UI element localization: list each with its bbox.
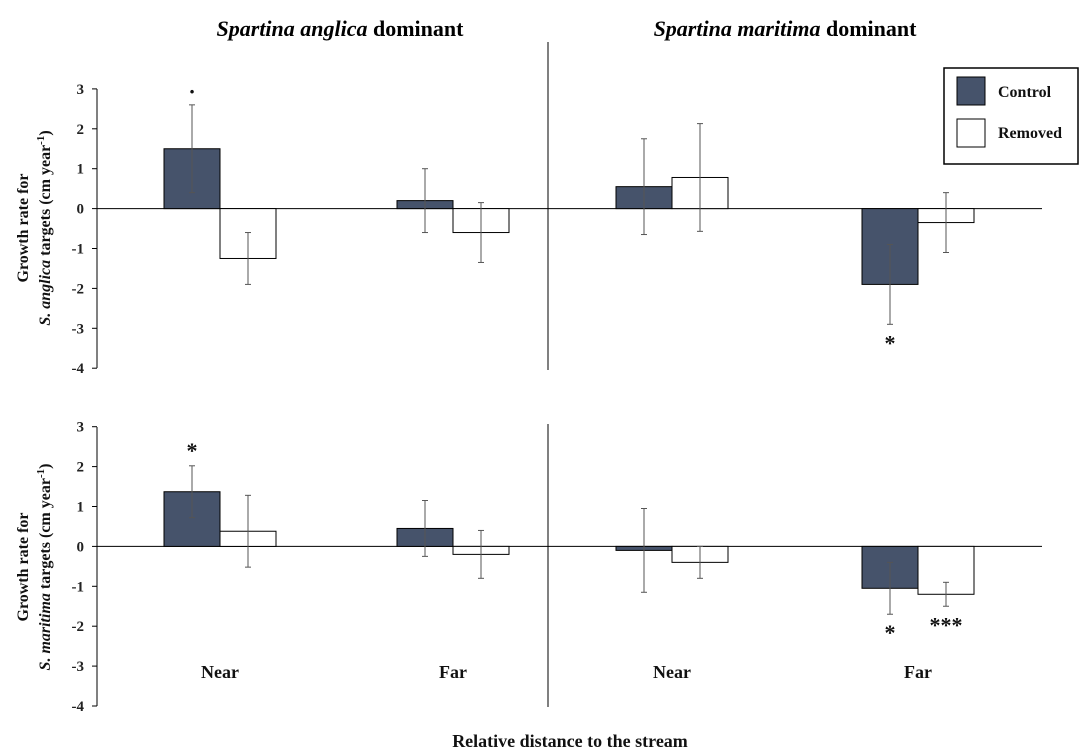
ylabel-bottom-italic: S. maritima — [37, 593, 54, 670]
ytick-label-bottom-1: 2 — [77, 460, 85, 476]
ylabel-bottom-close: ) — [37, 464, 54, 469]
ytick-label-top-7: -4 — [72, 361, 85, 377]
ytick-label-bottom-7: -4 — [72, 699, 85, 715]
title-right-italic: Spartina maritima — [654, 16, 821, 41]
sig-mark-bottom-control-3: * — [885, 620, 896, 645]
ylabel-top-line2: S. anglica targets (cm year-1) — [35, 130, 54, 325]
legend: Control Removed — [943, 67, 1079, 165]
ytick-label-top-0: 3 — [77, 82, 85, 98]
xlabel: Relative distance to the stream — [452, 731, 688, 751]
legend-label-removed: Removed — [998, 125, 1062, 142]
ytick-label-top-6: -3 — [72, 321, 85, 337]
title-left-plain: dominant — [368, 16, 465, 41]
bar-bottom-removed-3 — [917, 545, 975, 595]
ylabel-bottom-sup: -1 — [35, 469, 47, 478]
ylabel-bottom-plain: targets (cm year — [37, 478, 54, 593]
ylabel-top-plain: targets (cm year — [37, 145, 54, 260]
sig-mark-top-control-0: · — [188, 79, 195, 104]
title-left: Spartina anglica dominant — [217, 16, 465, 41]
ylabel-bottom-line2: S. maritima targets (cm year-1) — [35, 464, 54, 671]
ytick-label-bottom-3: 0 — [77, 539, 85, 555]
ytick-label-top-1: 2 — [77, 122, 85, 138]
ytick-label-top-3: 0 — [77, 202, 85, 218]
sig-mark-bottom-removed-3: *** — [930, 612, 963, 637]
ytick-label-bottom-6: -3 — [72, 659, 85, 675]
sig-mark-bottom-control-0: * — [187, 438, 198, 463]
title-right-plain: dominant — [820, 16, 917, 41]
group-label-2: Near — [653, 662, 691, 682]
legend-swatch-control — [956, 76, 986, 106]
ylabel-top-sup: -1 — [35, 136, 47, 145]
ylabel-top-close: ) — [37, 130, 54, 135]
group-label-1: Far — [439, 662, 467, 682]
sig-mark-top-control-3: * — [885, 330, 896, 355]
ytick-label-bottom-5: -2 — [72, 619, 85, 635]
ytick-label-bottom-2: 1 — [77, 500, 85, 516]
ylabel-top-italic: S. anglica — [37, 260, 54, 326]
group-label-3: Far — [904, 662, 932, 682]
title-left-italic: Spartina anglica — [217, 16, 368, 41]
ylabel-top-line1: Growth rate for — [15, 174, 32, 283]
ytick-label-bottom-4: -1 — [72, 579, 85, 595]
legend-swatch-removed — [956, 118, 986, 148]
ytick-label-top-4: -1 — [72, 242, 85, 258]
ytick-label-bottom-0: 3 — [77, 420, 85, 436]
ytick-label-top-2: 1 — [77, 162, 85, 178]
ytick-label-top-5: -2 — [72, 281, 85, 297]
title-right: Spartina maritima dominant — [654, 16, 918, 41]
ylabel-bottom-line1: Growth rate for — [15, 513, 32, 622]
legend-label-control: Control — [998, 84, 1052, 101]
group-label-0: Near — [201, 662, 239, 682]
